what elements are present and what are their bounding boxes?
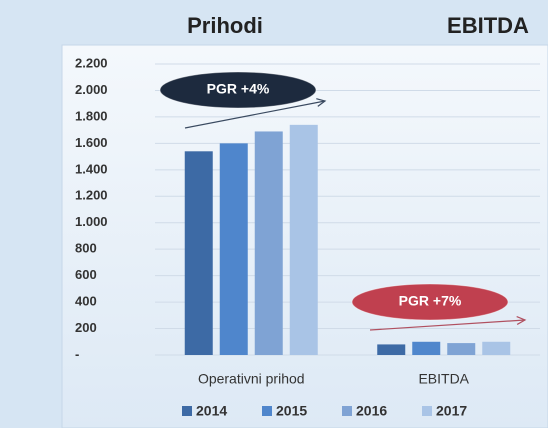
y-tick-label: 2.200 bbox=[75, 55, 108, 70]
bar bbox=[482, 341, 511, 355]
legend-label: 2014 bbox=[196, 403, 227, 419]
y-tick-label: 200 bbox=[75, 320, 97, 335]
bar bbox=[254, 131, 283, 355]
legend-label: 2016 bbox=[356, 403, 387, 419]
bar bbox=[447, 343, 476, 355]
y-tick-label: 800 bbox=[75, 241, 97, 256]
arrow-head bbox=[516, 316, 527, 325]
bar bbox=[184, 151, 213, 355]
arrow bbox=[184, 100, 326, 129]
y-tick-label: - bbox=[75, 346, 79, 361]
bar bbox=[219, 143, 248, 355]
x-tick-label: Operativni prihod bbox=[198, 371, 305, 387]
annotation-text: PGR +7% bbox=[399, 293, 462, 309]
arrow bbox=[369, 319, 526, 331]
annotation-text: PGR +4% bbox=[207, 81, 270, 97]
y-tick-label: 400 bbox=[75, 294, 97, 309]
legend-swatch bbox=[342, 406, 352, 416]
y-tick-label: 2.000 bbox=[75, 82, 108, 97]
y-tick-label: 1.800 bbox=[75, 108, 108, 123]
legend-swatch bbox=[182, 406, 192, 416]
title: EBITDA bbox=[447, 13, 529, 38]
bar bbox=[289, 124, 318, 355]
legend-swatch bbox=[422, 406, 432, 416]
annotation-bubble bbox=[159, 71, 317, 109]
y-tick-label: 1.000 bbox=[75, 214, 108, 229]
y-tick-label: 1.400 bbox=[75, 161, 108, 176]
bar bbox=[412, 341, 441, 355]
bar bbox=[377, 344, 406, 355]
legend-label: 2015 bbox=[276, 403, 307, 419]
y-tick-label: 600 bbox=[75, 267, 97, 282]
y-tick-label: 1.200 bbox=[75, 188, 108, 203]
y-tick-label: 1.600 bbox=[75, 135, 108, 150]
legend-label: 2017 bbox=[436, 403, 467, 419]
legend-swatch bbox=[262, 406, 272, 416]
title: Prihodi bbox=[187, 13, 263, 38]
x-tick-label: EBITDA bbox=[418, 371, 469, 387]
arrow-head bbox=[316, 98, 327, 107]
annotation-bubble bbox=[351, 283, 509, 321]
